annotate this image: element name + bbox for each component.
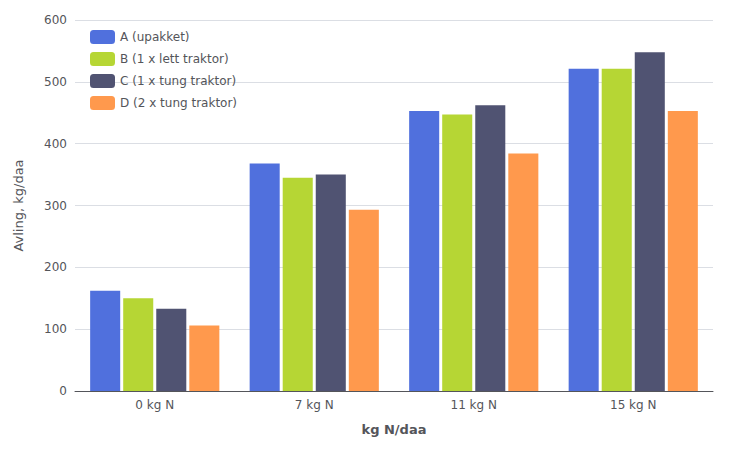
svg-text:D (2 x tung traktor): D (2 x tung traktor) — [120, 96, 237, 110]
svg-text:kg N/daa: kg N/daa — [362, 422, 427, 437]
svg-text:11 kg N: 11 kg N — [451, 398, 497, 412]
svg-text:A (upakket): A (upakket) — [120, 30, 190, 44]
svg-text:300: 300 — [44, 199, 67, 213]
svg-text:200: 200 — [44, 260, 67, 274]
svg-text:7 kg N: 7 kg N — [295, 398, 334, 412]
svg-text:600: 600 — [44, 13, 67, 27]
svg-text:C (1 x tung traktor): C (1 x tung traktor) — [120, 74, 236, 88]
svg-text:15 kg N: 15 kg N — [610, 398, 656, 412]
svg-text:B (1 x lett traktor): B (1 x lett traktor) — [120, 52, 229, 66]
svg-text:100: 100 — [44, 322, 67, 336]
svg-text:0 kg N: 0 kg N — [135, 398, 174, 412]
svg-text:0: 0 — [59, 384, 67, 398]
svg-text:400: 400 — [44, 137, 67, 151]
svg-text:500: 500 — [44, 75, 67, 89]
svg-text:Avling, kg/daa: Avling, kg/daa — [11, 159, 26, 251]
